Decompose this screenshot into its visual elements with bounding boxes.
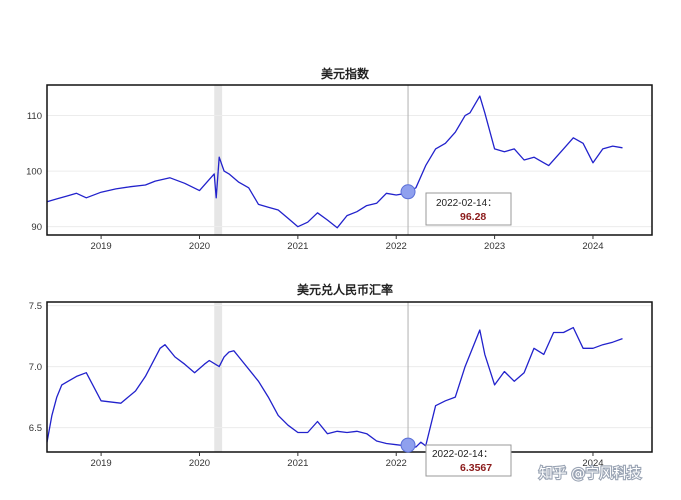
chart-1-series-line	[46, 95, 623, 229]
x-tick-label: 2022	[386, 458, 407, 469]
chart-1-tooltip: 2022-02-14： 96.28	[425, 192, 512, 226]
x-tick-label: 2024	[582, 458, 603, 469]
chart-1-shaded-band	[214, 85, 223, 235]
chart-2-tooltip: 2022-02-14： 6.3567	[425, 444, 512, 477]
x-tick-label: 2020	[189, 458, 210, 469]
chart-1-marker-dot[interactable]	[400, 184, 416, 200]
x-tick-label: 2020	[189, 241, 210, 252]
watermark-text: 知乎 @宁风科技	[539, 465, 641, 482]
chart-1-plot-frame	[46, 84, 653, 236]
x-tick-label: 2019	[91, 241, 112, 252]
chart-1-tooltip-value: 96.28	[460, 211, 486, 223]
y-tick-label: 6.5	[29, 423, 42, 434]
x-tick-label: 2019	[91, 458, 112, 469]
chart-2-tooltip-box	[425, 444, 512, 477]
y-tick-label: 100	[26, 167, 42, 178]
chart-1-x-ticks: 2019 2020 2021 2022 2023 2024	[91, 235, 604, 252]
y-tick-label: 110	[27, 111, 42, 122]
chart-2-marker-dot[interactable]	[400, 437, 416, 453]
x-tick-label: 2023	[484, 241, 505, 252]
chart-dollar-index: 美元指数 2019 2020 2021 2022 2023 2024 90 100 110 2…	[26, 66, 653, 252]
chart-1-tooltip-date: 2022-02-14：	[436, 198, 497, 209]
chart-1-tooltip-box	[425, 192, 512, 226]
x-tick-label: 2022	[386, 241, 407, 252]
chart-2-series-line	[46, 326, 623, 448]
chart-2-gridlines	[47, 305, 652, 429]
chart-2-tooltip-date: 2022-02-14：	[432, 449, 493, 460]
chart-1-title: 美元指数	[321, 66, 370, 81]
chart-2-y-ticks: 6.5 7.0 7.5	[29, 301, 42, 434]
chart-2-plot-frame	[46, 301, 653, 453]
chart-1-gridlines	[47, 115, 652, 228]
y-tick-label: 7.0	[29, 362, 42, 373]
y-tick-label: 90	[31, 222, 42, 233]
x-tick-label: 2021	[287, 241, 308, 252]
chart-2-title: 美元兑人民币汇率	[297, 282, 393, 297]
y-tick-label: 7.5	[29, 301, 42, 312]
chart-1-y-ticks: 90 100 110	[26, 111, 42, 233]
x-tick-label: 2024	[582, 241, 603, 252]
chart-2-shaded-band	[214, 302, 223, 452]
chart-2-tooltip-value: 6.3567	[460, 462, 492, 474]
x-tick-label: 2021	[287, 458, 308, 469]
